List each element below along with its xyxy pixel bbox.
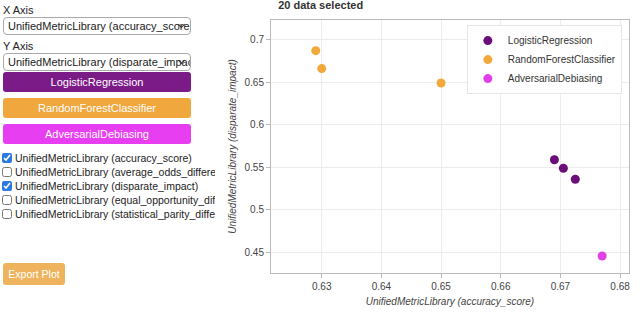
svg-text:0.7: 0.7 (250, 34, 264, 45)
html-text:Export Plot: Export Plot (8, 268, 60, 280)
html-text:Y Axis: Y Axis (3, 40, 34, 52)
svg-text:0.5: 0.5 (250, 204, 264, 215)
html-text:UnifiedMetricLibrary (disparat: UnifiedMetricLibrary (disparate_impact) (15, 180, 199, 192)
svg-text:0.68: 0.68 (610, 281, 630, 292)
svg-text:UnifiedMetricLibrary (accuracy: UnifiedMetricLibrary (accuracy_score) (366, 296, 534, 307)
svg-text:0.64: 0.64 (372, 281, 392, 292)
html-text:UnifiedMetricLibrary (statisti: UnifiedMetricLibrary (statistical_parity… (15, 208, 245, 220)
html-text:AdversarialDebiasing: AdversarialDebiasing (45, 128, 149, 140)
svg-text:0.66: 0.66 (491, 281, 511, 292)
svg-text:0.45: 0.45 (245, 247, 265, 258)
svg-text:UnifiedMetricLibrary (disparat: UnifiedMetricLibrary (disparate_impact) (227, 59, 238, 234)
html-text:RandomForestClassifier: RandomForestClassifier (38, 102, 156, 114)
html-text:LogisticRegression: LogisticRegression (50, 76, 144, 88)
svg-text:0.67: 0.67 (551, 281, 571, 292)
html-text:X Axis: X Axis (3, 4, 34, 16)
svg-text:0.65: 0.65 (245, 77, 265, 88)
svg-text:RandomForestClassifier: RandomForestClassifier (508, 54, 616, 65)
svg-text:0.63: 0.63 (312, 281, 332, 292)
html-text:UnifiedMetricLibrary (accuracy: UnifiedMetricLibrary (accuracy_score) (15, 152, 192, 164)
svg-text:20 data selected: 20 data selected (278, 0, 363, 11)
html-text:UnifiedMetricLibrary (equal_op: UnifiedMetricLibrary (equal_opportunity_… (15, 194, 254, 206)
svg-text:0.65: 0.65 (431, 281, 451, 292)
svg-text:0.6: 0.6 (250, 119, 264, 130)
svg-text:AdversarialDebiasing: AdversarialDebiasing (508, 73, 602, 84)
svg-text:LogisticRegression: LogisticRegression (508, 35, 592, 46)
svg-text:0.55: 0.55 (245, 162, 265, 173)
html-text:UnifiedMetricLibrary (average_: UnifiedMetricLibrary (average_odds_diffe… (15, 166, 237, 178)
